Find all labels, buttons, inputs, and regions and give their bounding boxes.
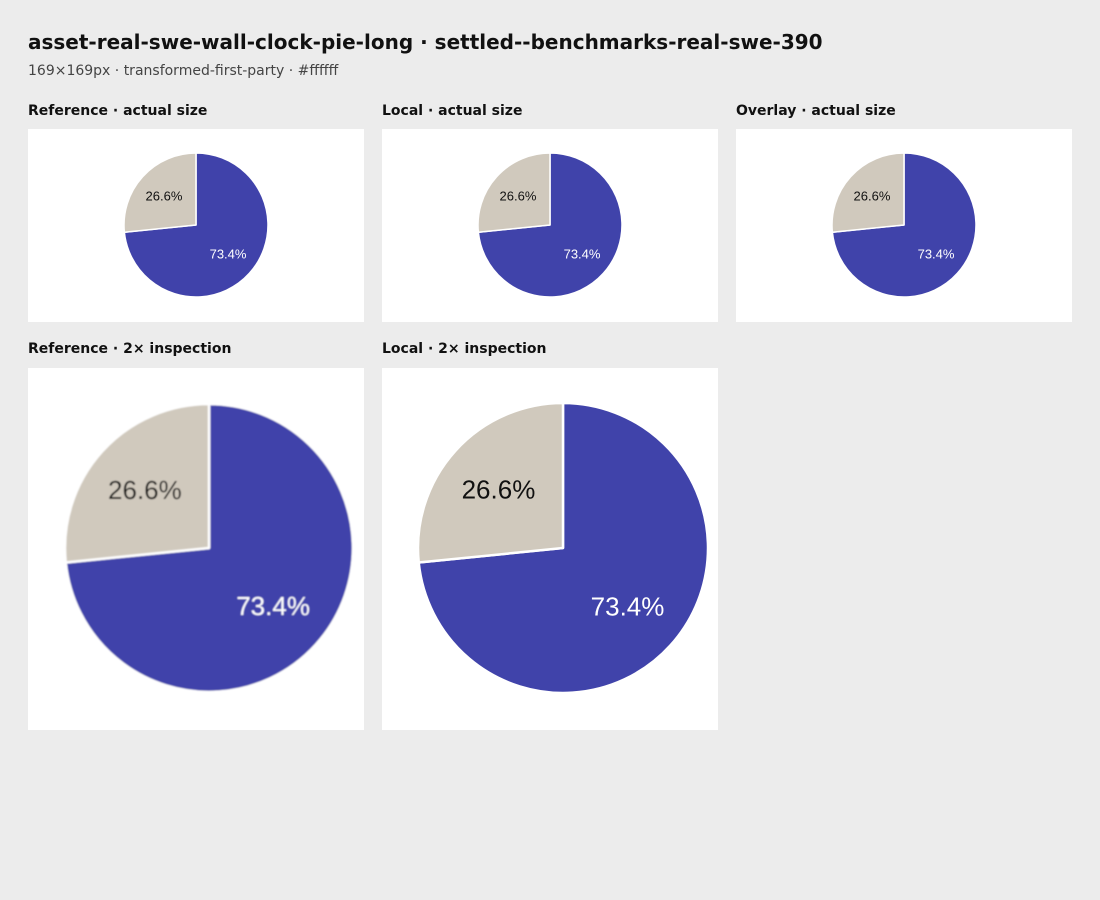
local-actual-pie-label-2: 26.6%	[500, 189, 537, 204]
local-2x-pie-label-2: 26.6%	[462, 475, 536, 505]
local-actual-panel: 73.4% 26.6%	[382, 129, 718, 322]
local-2x-label: Local · 2× inspection	[382, 341, 547, 357]
local-actual-pie-slice-2	[477, 152, 551, 233]
local-actual-pie: 73.4% 26.6%	[477, 152, 623, 298]
reference-actual-pie-label-2: 26.6%	[146, 189, 183, 204]
reference-2x-panel: 73.4% 26.6%	[28, 368, 364, 730]
page-subtitle: 169×169px · transformed-first-party · #f…	[28, 63, 339, 79]
reference-2x-pie: 73.4% 26.6%	[63, 402, 355, 694]
overlay-actual-pie-label-1: 73.4%	[918, 246, 955, 261]
overlay-actual-pie-label-2: 26.6%	[854, 189, 891, 204]
local-actual-pie-label-1: 73.4%	[564, 246, 601, 261]
local-2x-pie-slice-2	[416, 401, 565, 564]
reference-actual-pie-label-1: 73.4%	[210, 246, 247, 261]
local-2x-pie: 73.4% 26.6%	[416, 401, 710, 695]
reference-actual-panel: 73.4% 26.6%	[28, 129, 364, 322]
local-2x-pie-label-1: 73.4%	[591, 591, 665, 621]
overlay-actual-pie: 73.4% 26.6%	[831, 152, 977, 298]
overlay-actual-label: Overlay · actual size	[736, 103, 896, 119]
reference-2x-label: Reference · 2× inspection	[28, 341, 232, 357]
overlay-actual-panel: 73.4% 26.6%	[736, 129, 1072, 322]
overlay-actual-pie-slice-2	[831, 152, 905, 233]
local-2x-panel: 73.4% 26.6%	[382, 368, 718, 730]
reference-actual-pie-slice-2	[123, 152, 197, 233]
local-actual-label: Local · actual size	[382, 103, 523, 119]
reference-2x-pie-slice-2	[63, 402, 211, 564]
reference-2x-pie-label-2: 26.6%	[108, 475, 182, 505]
reference-actual-label: Reference · actual size	[28, 103, 208, 119]
page-title: asset-real-swe-wall-clock-pie-long · set…	[28, 30, 823, 54]
reference-actual-pie: 73.4% 26.6%	[123, 152, 269, 298]
reference-2x-pie-label-1: 73.4%	[236, 591, 310, 621]
